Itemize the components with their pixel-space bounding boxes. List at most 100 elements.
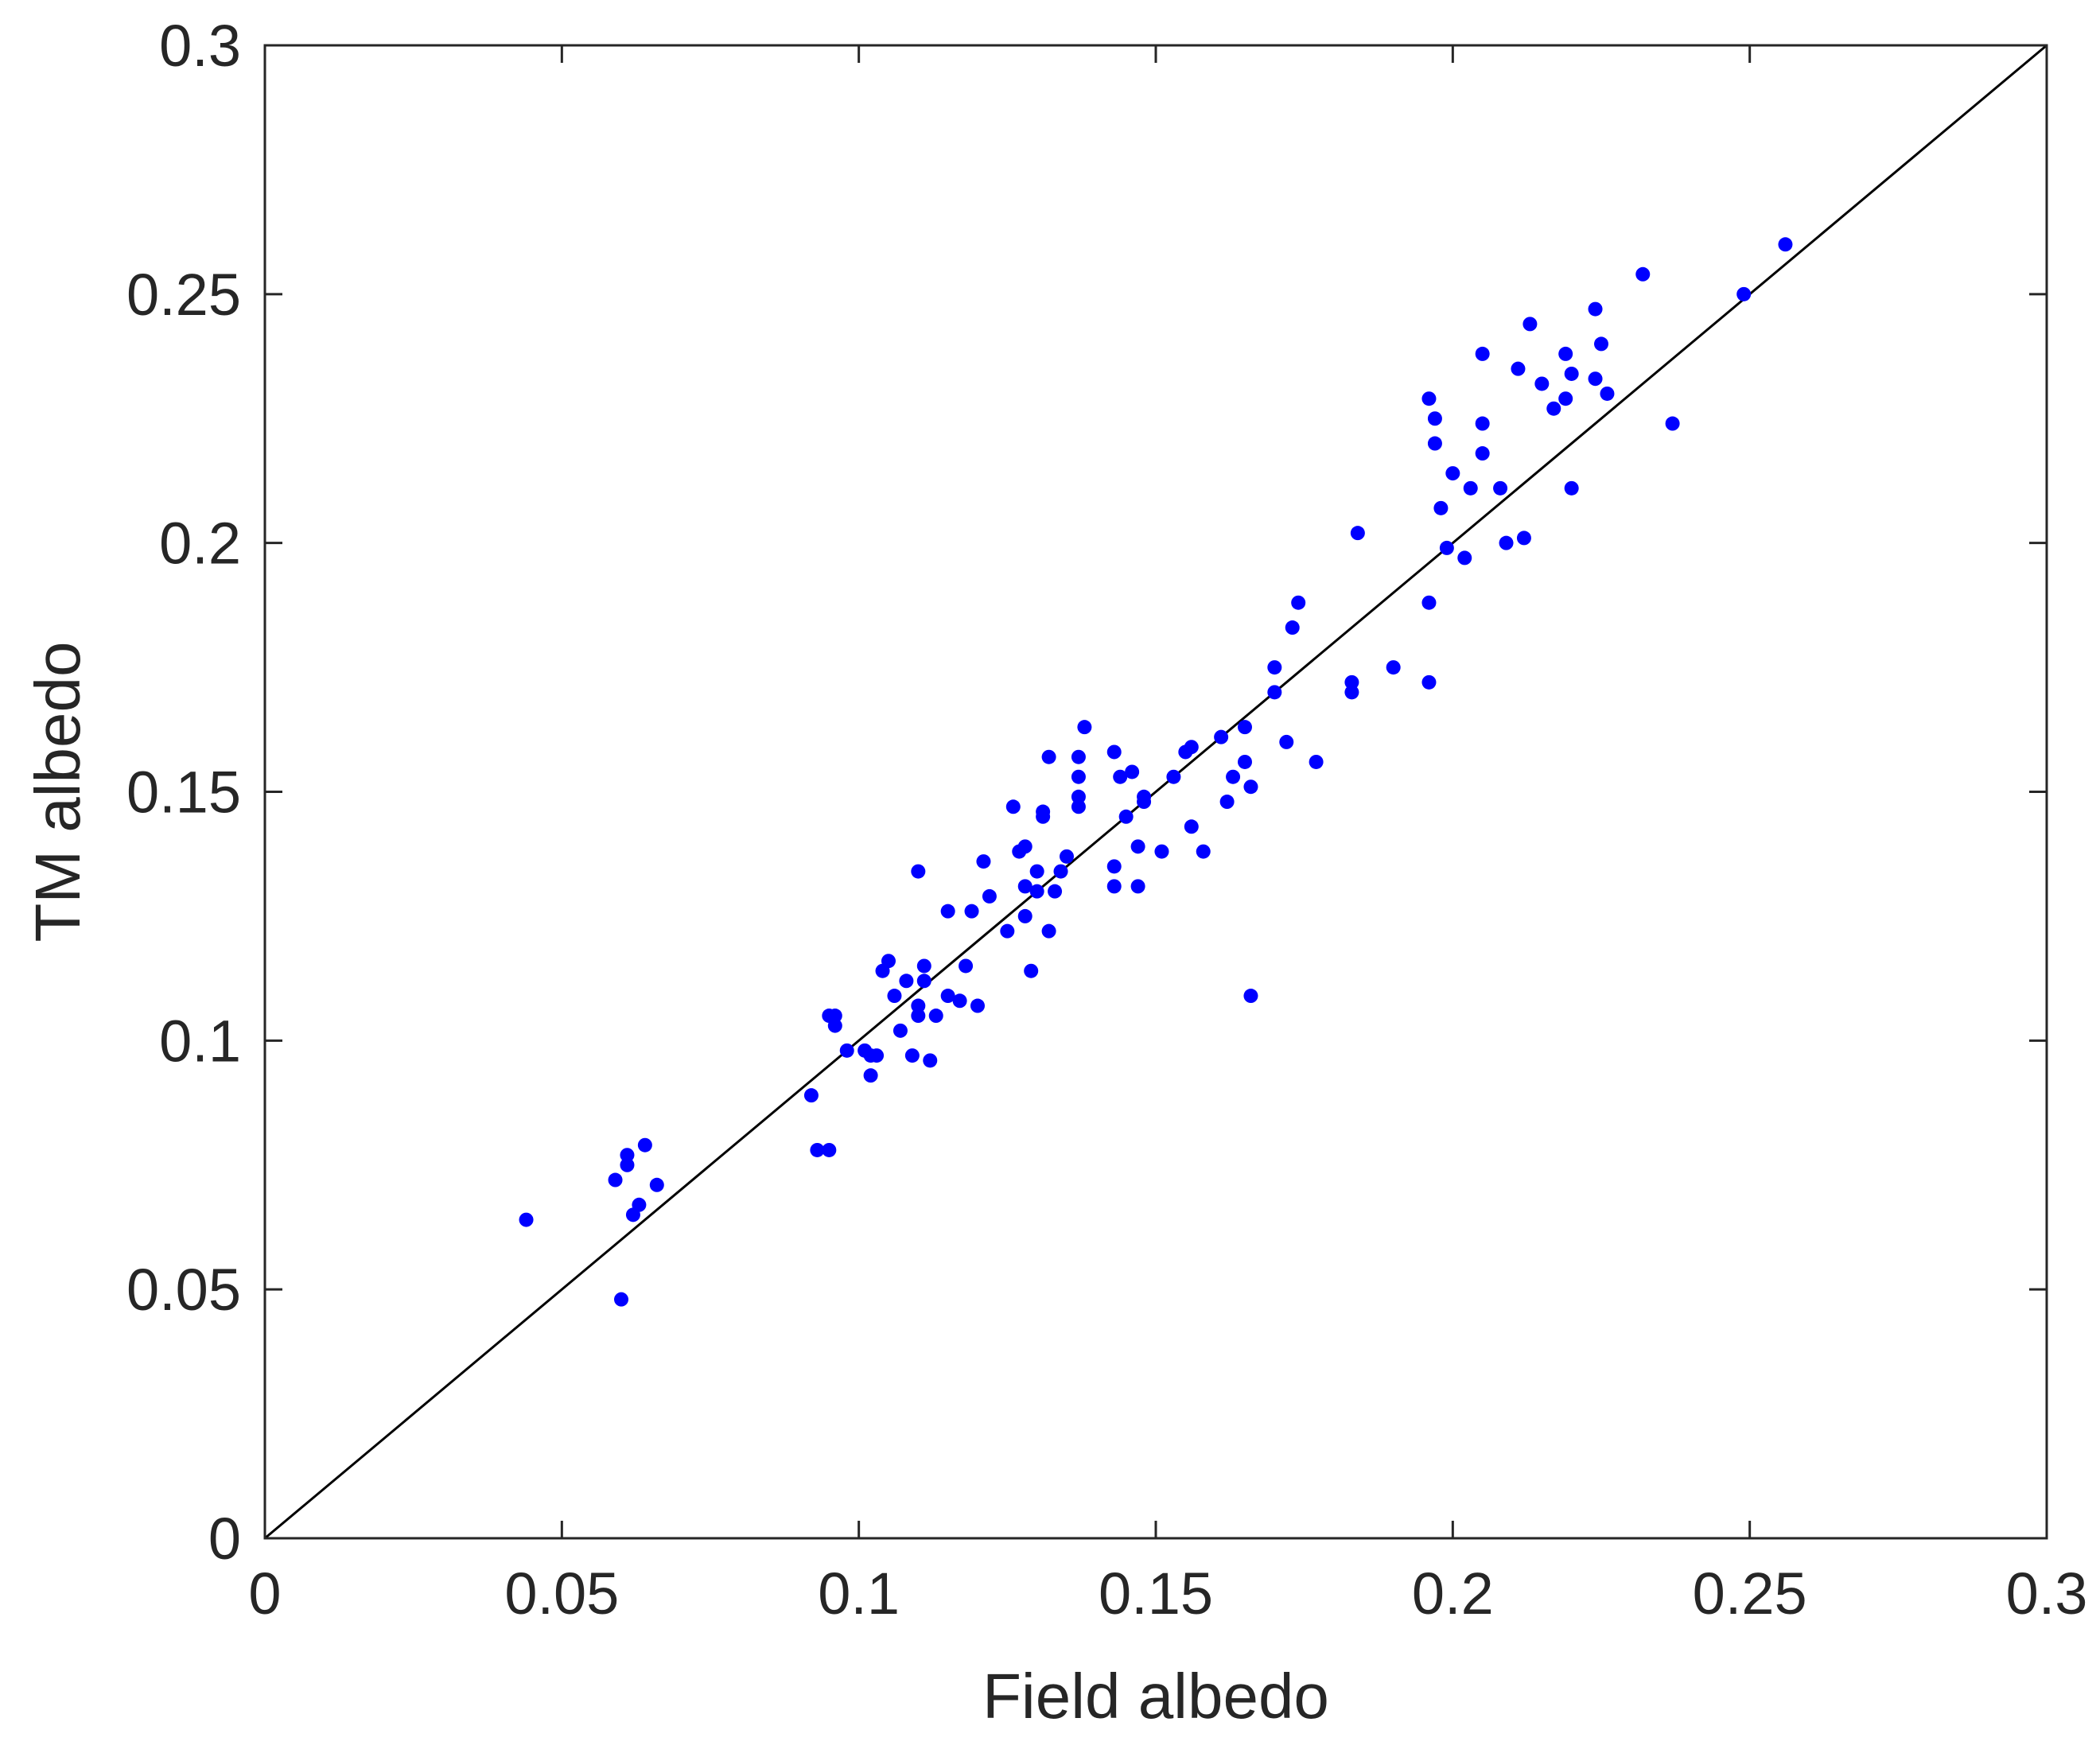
data-point [1048, 884, 1063, 899]
data-point [822, 1142, 837, 1157]
data-point [1060, 849, 1074, 864]
data-point [1184, 740, 1199, 755]
data-point [1267, 685, 1282, 700]
data-point [892, 1023, 908, 1038]
data-point [1493, 480, 1508, 496]
data-point [1344, 674, 1359, 690]
data-point [827, 1018, 842, 1033]
data-point [1635, 266, 1651, 282]
x-tick-label: 0.15 [1099, 1561, 1213, 1627]
data-point [1130, 839, 1145, 854]
data-point [1077, 720, 1092, 735]
data-point [1184, 819, 1199, 834]
x-tick-label: 0.1 [818, 1561, 900, 1627]
y-tick-label: 0 [208, 1506, 241, 1572]
data-point [982, 888, 997, 904]
data-point [1029, 884, 1044, 899]
data-point [620, 1157, 635, 1172]
data-point [1000, 923, 1015, 939]
data-point [1118, 809, 1134, 824]
data-point [1106, 744, 1122, 760]
data-point [1457, 550, 1472, 566]
data-point [1137, 789, 1152, 804]
data-point [1421, 391, 1437, 406]
data-point [1778, 237, 1793, 252]
data-point [1344, 685, 1359, 700]
data-point [1421, 595, 1437, 610]
data-point [1267, 660, 1282, 675]
data-point [940, 904, 955, 919]
data-point [887, 989, 902, 1004]
x-tick-label: 0 [248, 1561, 281, 1627]
data-points [519, 237, 1793, 1307]
data-point [916, 974, 931, 989]
y-tick-label: 0.3 [159, 13, 241, 79]
data-point [1041, 749, 1056, 764]
data-point [803, 1088, 819, 1103]
data-point [1036, 809, 1051, 824]
data-point [1005, 799, 1021, 814]
data-point [911, 998, 926, 1013]
data-point [1130, 879, 1145, 894]
data-point [1285, 620, 1300, 636]
data-point [1736, 286, 1752, 301]
data-point [1386, 660, 1401, 675]
data-point [976, 854, 991, 869]
data-point [1600, 386, 1615, 401]
data-point [881, 954, 896, 969]
y-tick-label: 0.25 [126, 262, 241, 328]
data-point [632, 1197, 647, 1212]
data-point [1071, 749, 1086, 764]
data-point [916, 958, 931, 974]
axes [263, 44, 2048, 1540]
data-point [614, 1292, 628, 1307]
data-point [1041, 923, 1056, 939]
data-point [1071, 769, 1086, 784]
x-axis-tick-labels: 0 0.05 0.1 0.15 0.2 0.25 0.3 [248, 1561, 2087, 1627]
data-point [1594, 336, 1608, 352]
data-point [959, 958, 974, 974]
data-point [869, 1048, 885, 1063]
data-point [608, 1172, 623, 1187]
data-point [1106, 879, 1122, 894]
data-point [1017, 839, 1032, 854]
data-point [1588, 371, 1603, 387]
data-point [940, 989, 955, 1004]
data-point [1350, 526, 1365, 541]
data-point [1439, 540, 1454, 555]
data-point [952, 993, 967, 1009]
data-point [1463, 480, 1478, 496]
data-point [1238, 720, 1252, 735]
data-point [1017, 908, 1032, 923]
data-point [637, 1137, 652, 1152]
data-point [1558, 346, 1573, 361]
data-point [1071, 789, 1086, 804]
data-point [1665, 416, 1680, 431]
data-point [1279, 734, 1294, 749]
data-point [649, 1177, 664, 1192]
data-point [899, 974, 914, 989]
data-point [1106, 859, 1122, 874]
data-point [1433, 500, 1449, 515]
data-point [1564, 480, 1579, 496]
data-point [928, 1009, 943, 1024]
data-point [1053, 864, 1068, 879]
data-point [1024, 963, 1039, 978]
y-tick-label: 0.05 [126, 1257, 241, 1323]
data-point [810, 1142, 825, 1157]
data-point [1427, 436, 1442, 451]
data-point [1125, 764, 1140, 779]
data-point [1219, 795, 1235, 810]
data-point [911, 864, 926, 879]
data-point [1475, 346, 1490, 361]
data-point [1113, 769, 1128, 784]
data-point [1534, 376, 1550, 391]
x-tick-label: 0.3 [2006, 1561, 2088, 1627]
data-point [1511, 361, 1526, 376]
data-point [1516, 531, 1531, 546]
x-tick-label: 0.05 [504, 1561, 619, 1627]
x-tick-label: 0.25 [1693, 1561, 1807, 1627]
y-axis-title: TM albedo [22, 642, 93, 943]
data-point [1017, 879, 1032, 894]
